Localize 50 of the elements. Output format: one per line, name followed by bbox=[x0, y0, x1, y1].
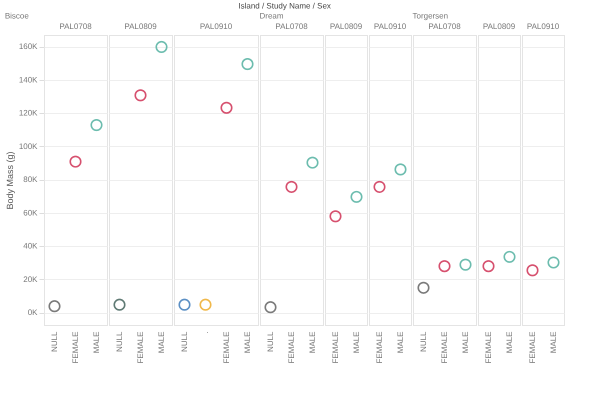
point bbox=[90, 119, 103, 132]
y-tick-label: 100K bbox=[18, 142, 38, 151]
x-tick-label: NULL bbox=[180, 330, 189, 352]
chart-subtitle: Torgersen bbox=[412, 12, 448, 20]
point bbox=[48, 300, 61, 312]
x-tick-label: FEMALE bbox=[331, 332, 340, 364]
text: Island / Study Name / Sex bbox=[238, 2, 331, 10]
x-tick-label: FEMALE bbox=[71, 332, 80, 364]
chart-title: PAL0708 bbox=[59, 22, 92, 31]
x-tick-label: MALE bbox=[396, 332, 405, 354]
y-tick-label: 20K bbox=[23, 274, 38, 284]
y-tick-label: 120K bbox=[18, 108, 38, 118]
chart-subtitle: Biscoe bbox=[4, 12, 30, 20]
x-tick-label: NULL bbox=[115, 330, 124, 352]
x-tick-label: NULL bbox=[50, 330, 59, 352]
chart-title: PAL0809 bbox=[330, 22, 363, 31]
x-tick-label: NULL bbox=[266, 330, 275, 352]
chart-title: PAL0708 bbox=[428, 22, 462, 31]
x-tick-label: MALE bbox=[505, 332, 514, 354]
y-tick-label: 160K bbox=[18, 42, 38, 52]
x-tick-label: FEMALE bbox=[287, 332, 296, 364]
chart-title: PAL0910 bbox=[526, 22, 560, 31]
point bbox=[69, 156, 82, 168]
chart-title: PAL0708 bbox=[275, 22, 308, 31]
x-tick-label: NULL bbox=[419, 330, 428, 352]
x-tick-label: MALE bbox=[461, 332, 470, 354]
x-tick-label: MALE bbox=[157, 332, 166, 354]
x-tick-label: MALE bbox=[352, 332, 361, 354]
x-tick-label: . bbox=[201, 332, 210, 334]
chart-title: PAL0910 bbox=[200, 22, 233, 31]
chart-subtitle: Dream bbox=[260, 12, 284, 20]
chart-title: PAL0910 bbox=[374, 22, 407, 31]
y-tick-label: 80K bbox=[23, 175, 38, 184]
x-tick-label: FEMALE bbox=[136, 332, 145, 364]
x-tick-label: MALE bbox=[92, 332, 101, 354]
x-tick-label: MALE bbox=[549, 332, 558, 354]
y-tick-label: 0K bbox=[28, 308, 38, 318]
y-tick-label: 60K bbox=[23, 208, 38, 218]
x-tick-label: FEMALE bbox=[484, 332, 493, 364]
x-tick-label: FEMALE bbox=[528, 332, 537, 364]
y-axis-title: Body Mass (g) bbox=[4, 151, 15, 210]
x-tick-label: FEMALE bbox=[440, 332, 449, 364]
chart-title: PAL0809 bbox=[124, 22, 158, 31]
y-tick-label: 140K bbox=[18, 75, 38, 84]
x-tick-label: FEMALE bbox=[375, 332, 384, 364]
x-tick-label: MALE bbox=[243, 332, 252, 354]
x-tick-label: FEMALE bbox=[222, 332, 231, 364]
x-tick-label: MALE bbox=[308, 332, 317, 354]
y-tick-label: 40K bbox=[23, 242, 38, 251]
chart-title: PAL0809 bbox=[482, 22, 516, 31]
